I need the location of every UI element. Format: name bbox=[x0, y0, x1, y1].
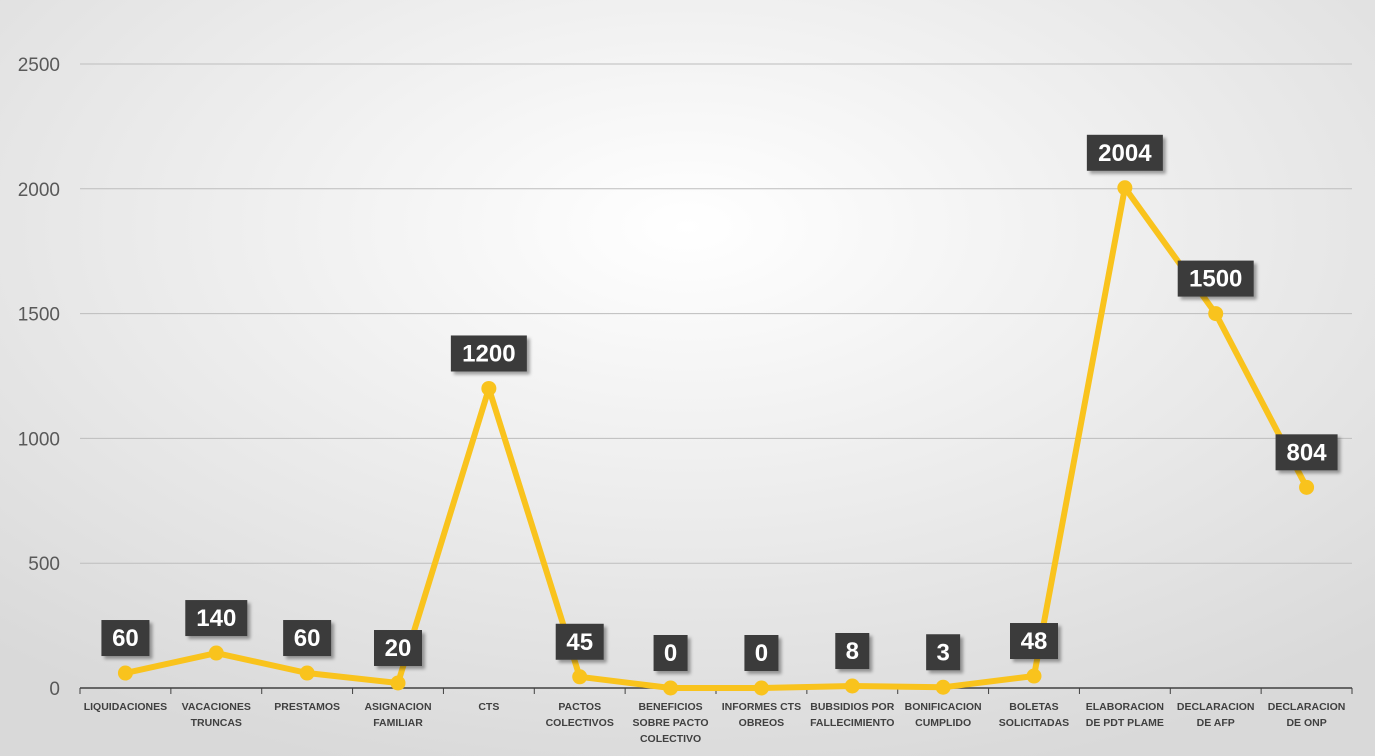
data-label-text: 20 bbox=[385, 635, 412, 662]
data-label-text: 1500 bbox=[1189, 266, 1242, 293]
y-tick-label: 0 bbox=[49, 679, 60, 700]
data-labels: 60 140 60 20 1200 45 0 0 8 3 48 2004 1500 804 bbox=[101, 134, 1338, 671]
data-label-box bbox=[1010, 623, 1058, 660]
data-label-box bbox=[555, 623, 604, 660]
data-label-text: 60 bbox=[294, 625, 321, 652]
data-label: 45 bbox=[555, 623, 604, 660]
y-tick-label: 2000 bbox=[18, 180, 60, 201]
series-line bbox=[122, 184, 1310, 691]
data-point bbox=[663, 680, 679, 696]
data-point bbox=[1026, 668, 1042, 684]
data-point bbox=[1299, 479, 1315, 495]
data-label: 48 bbox=[1010, 623, 1058, 660]
data-label-box bbox=[101, 620, 150, 657]
data-label-text: 60 bbox=[112, 625, 139, 652]
data-point bbox=[299, 665, 315, 681]
data-label-box bbox=[1086, 134, 1163, 171]
data-point bbox=[572, 669, 588, 685]
data-label: 2004 bbox=[1086, 134, 1163, 171]
data-label: 20 bbox=[374, 630, 422, 667]
data-label-text: 8 bbox=[846, 638, 859, 665]
data-label-text: 0 bbox=[664, 640, 677, 667]
data-label-box bbox=[835, 633, 870, 670]
data-label: 804 bbox=[1275, 434, 1338, 471]
x-tick-label: CTS bbox=[478, 701, 499, 713]
x-tick-label: PACTOS COLECTIVOS bbox=[546, 701, 614, 729]
data-point bbox=[753, 680, 769, 696]
data-label: 60 bbox=[101, 620, 150, 657]
data-point bbox=[844, 678, 860, 694]
x-tick-label: LIQUIDACIONES bbox=[84, 701, 167, 713]
data-point bbox=[208, 645, 224, 661]
data-label: 3 bbox=[926, 634, 961, 671]
data-label: 0 bbox=[653, 635, 688, 671]
y-axis-ticks: 0 500 1000 1500 2000 2500 bbox=[18, 55, 60, 700]
data-label: 60 bbox=[283, 620, 332, 657]
data-point bbox=[117, 665, 133, 681]
data-label-text: 140 bbox=[196, 605, 236, 632]
x-tick-label: INFORMES CTS OBREOS bbox=[722, 701, 801, 729]
data-label-text: 1200 bbox=[462, 340, 515, 367]
data-label-text: 0 bbox=[755, 640, 768, 667]
data-point bbox=[481, 380, 497, 396]
data-label-box bbox=[283, 620, 332, 657]
data-label-text: 3 bbox=[936, 639, 949, 666]
x-tick-label: PRESTAMOS bbox=[274, 701, 340, 713]
data-label-box bbox=[744, 635, 779, 671]
data-label-text: 48 bbox=[1021, 628, 1048, 655]
data-label-text: 2004 bbox=[1098, 140, 1152, 167]
series-line-path bbox=[122, 184, 1310, 691]
x-tick-label: BENEFICIOS SOBRE PACTO COLECTIVO bbox=[633, 701, 709, 745]
data-point bbox=[935, 679, 951, 695]
data-point bbox=[390, 675, 406, 691]
data-label-box bbox=[185, 600, 248, 637]
y-tick-label: 1000 bbox=[18, 429, 60, 450]
data-label: 0 bbox=[744, 635, 779, 671]
x-axis: LIQUIDACIONES VACACIONES TRUNCAS PRESTAMOS A… bbox=[79, 687, 1353, 745]
data-label-text: 804 bbox=[1287, 439, 1328, 466]
data-label-box bbox=[926, 634, 961, 671]
data-label: 140 bbox=[185, 600, 248, 637]
data-points bbox=[117, 180, 1315, 696]
data-label-box bbox=[653, 635, 688, 671]
gridlines bbox=[80, 63, 1352, 564]
y-tick-label: 500 bbox=[28, 554, 60, 575]
x-tick-label: ELABORACION DE PDT PLAME bbox=[1086, 701, 1164, 729]
y-tick-label: 1500 bbox=[18, 305, 60, 326]
data-label: 1500 bbox=[1177, 260, 1254, 297]
data-label: 1200 bbox=[450, 335, 527, 372]
data-label-text: 45 bbox=[566, 629, 593, 656]
x-tick-label: BUBSIDIOS POR FALLECIMIENTO bbox=[810, 701, 895, 729]
x-tick-label: ASIGNACION FAMILIAR bbox=[364, 701, 431, 729]
data-label: 8 bbox=[835, 633, 870, 670]
x-tick-label: DECLARACION DE AFP bbox=[1177, 701, 1255, 729]
x-tick-label: DECLARACION DE ONP bbox=[1268, 701, 1346, 729]
x-tick-label: BOLETAS SOLICITADAS bbox=[999, 701, 1069, 729]
y-tick-label: 2500 bbox=[18, 55, 60, 76]
data-label-box bbox=[450, 335, 527, 372]
x-tick-label: VACACIONES TRUNCAS bbox=[182, 701, 251, 729]
data-label-box bbox=[374, 630, 422, 667]
data-point bbox=[1117, 180, 1133, 196]
x-tick-label: BONIFICACION CUMPLIDO bbox=[905, 701, 982, 729]
data-point bbox=[1208, 306, 1224, 322]
data-label-box bbox=[1275, 434, 1338, 471]
data-label-box bbox=[1177, 260, 1254, 297]
